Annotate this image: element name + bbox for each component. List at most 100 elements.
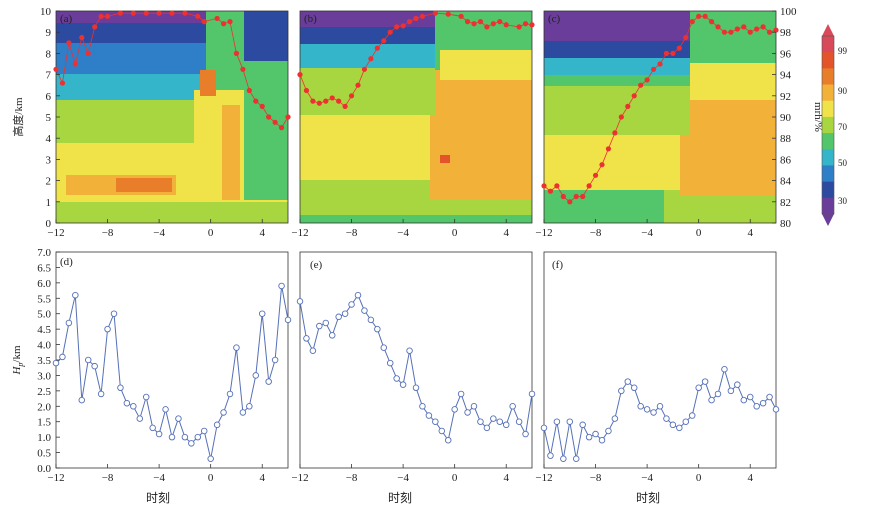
red-point xyxy=(316,100,322,106)
x-tick-label: 0 xyxy=(452,472,458,484)
red-point xyxy=(394,24,400,30)
x-tick-label: 0 xyxy=(696,472,702,484)
band-post-orange xyxy=(200,70,216,96)
data-point xyxy=(721,366,728,373)
data-point xyxy=(432,418,439,425)
y-tick-label: 92 xyxy=(780,91,791,103)
data-point xyxy=(598,436,606,444)
ylabel-h: H xyxy=(11,366,23,376)
y-tick-label: 4.0 xyxy=(37,340,51,352)
data-point xyxy=(438,427,446,435)
y-tick-label: 5 xyxy=(46,112,52,124)
data-point xyxy=(734,381,741,388)
red-point xyxy=(342,103,348,109)
band-red-spot xyxy=(440,155,450,163)
series-line xyxy=(543,367,777,459)
red-point xyxy=(259,103,265,109)
data-point xyxy=(220,409,227,416)
red-point xyxy=(554,183,560,189)
data-point xyxy=(226,390,234,398)
data-point xyxy=(470,403,478,410)
x-tick-label: −12 xyxy=(535,472,552,484)
data-point xyxy=(464,409,471,416)
band-blue xyxy=(544,38,690,58)
y-tick-label: 2 xyxy=(46,176,52,188)
data-point xyxy=(386,359,394,367)
panel-e-xlabel: 时刻 xyxy=(388,491,412,505)
red-point xyxy=(766,29,773,35)
data-point xyxy=(444,436,452,444)
red-point xyxy=(387,29,393,35)
data-point xyxy=(200,427,208,435)
x-tick-label: −4 xyxy=(641,227,653,239)
data-point xyxy=(753,403,760,410)
colorbar-segment xyxy=(822,52,834,69)
data-point xyxy=(181,433,189,441)
y-tick-label: 6.0 xyxy=(37,278,51,290)
red-point xyxy=(715,24,721,30)
y-tick-label: 7 xyxy=(46,70,52,82)
band-orange xyxy=(430,70,532,200)
red-point xyxy=(734,26,740,32)
x-tick-label: 0 xyxy=(208,227,214,239)
panel-a-ylabel: 高度/km xyxy=(11,97,25,137)
data-point xyxy=(772,406,780,413)
data-point xyxy=(759,399,767,407)
panel-e-label: (e) xyxy=(310,259,323,271)
red-point xyxy=(741,24,747,30)
data-point xyxy=(278,282,285,290)
panel-e-series xyxy=(296,291,536,444)
data-point xyxy=(579,421,586,429)
red-point xyxy=(117,10,124,16)
colorbar-segment xyxy=(822,84,834,102)
data-point xyxy=(656,403,664,410)
panel-d-xlabel: 时刻 xyxy=(146,491,170,505)
y-tick-label: 8 xyxy=(46,48,52,60)
red-point xyxy=(285,114,291,120)
data-point xyxy=(142,393,150,401)
data-point xyxy=(688,412,696,419)
red-point xyxy=(98,13,104,19)
panel-b-heatmap: (b) −12 −8 −4 0 4 xyxy=(291,10,535,239)
data-point xyxy=(328,332,336,339)
red-point xyxy=(586,183,592,189)
data-point xyxy=(676,424,683,432)
y-tick-label: 90 xyxy=(780,112,792,124)
band-purple xyxy=(56,11,206,23)
band-purple xyxy=(300,11,435,27)
y-tick-label: 3.5 xyxy=(37,355,51,367)
x-tick-label: 0 xyxy=(696,227,702,239)
x-tick-label: −8 xyxy=(346,472,358,484)
colorbar-segment xyxy=(822,197,834,215)
red-point xyxy=(130,10,136,16)
band-deep-orange xyxy=(116,178,172,192)
data-point xyxy=(335,313,342,321)
red-point xyxy=(728,29,734,35)
red-point xyxy=(143,10,149,16)
series-line xyxy=(299,294,533,442)
data-point xyxy=(509,403,516,410)
red-point xyxy=(53,66,59,72)
red-point xyxy=(618,114,624,120)
panel-b-red-points xyxy=(297,10,535,109)
data-point xyxy=(252,372,260,379)
data-point xyxy=(65,319,73,327)
y-tick-label: 0 xyxy=(46,218,52,230)
panel-d-x-ticks: −12 −8 −4 0 4 xyxy=(47,464,265,484)
x-tick-label: −12 xyxy=(535,227,552,239)
panel-f-frame xyxy=(543,251,777,469)
x-tick-label: 4 xyxy=(259,227,265,239)
y-tick-label: 6 xyxy=(46,91,52,103)
red-point xyxy=(413,15,419,22)
data-point xyxy=(682,418,690,425)
x-tick-label: −12 xyxy=(47,227,64,239)
red-point xyxy=(104,13,111,19)
red-point xyxy=(381,38,387,44)
x-tick-label: 4 xyxy=(503,472,509,484)
colorbar-tick-label: 50 xyxy=(838,158,848,168)
data-point xyxy=(611,415,619,422)
panel-f-series xyxy=(540,366,780,462)
red-point xyxy=(432,10,438,16)
data-point xyxy=(605,427,612,435)
data-point xyxy=(592,430,599,438)
